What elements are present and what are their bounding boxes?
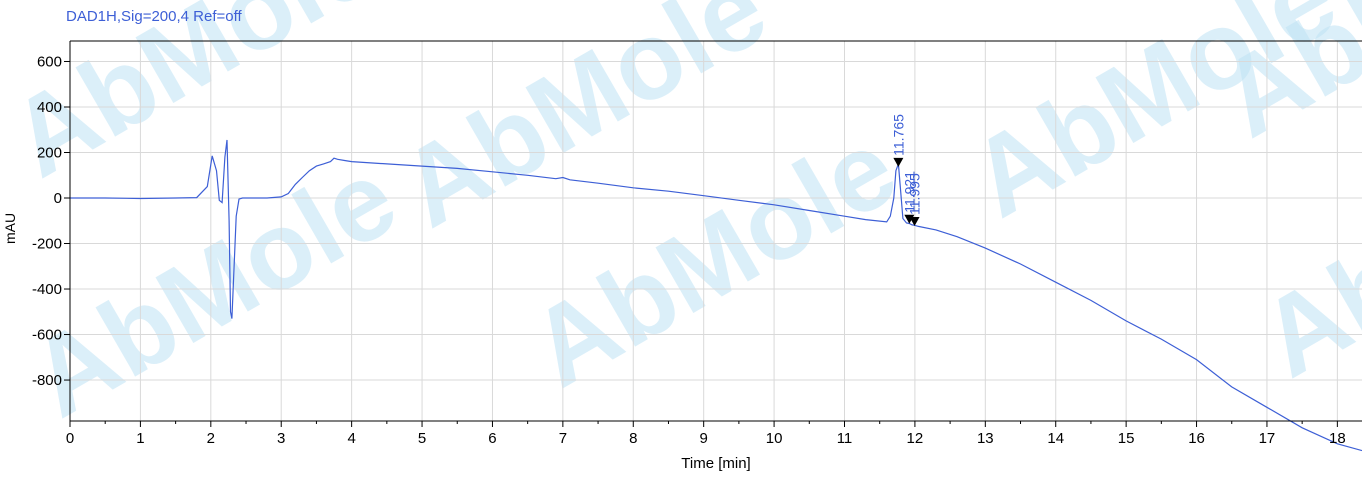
y-tick-label: -400 <box>32 281 62 298</box>
x-tick-label: 16 <box>1188 430 1205 447</box>
x-tick-label: 0 <box>66 430 74 447</box>
x-tick-label: 13 <box>977 430 994 447</box>
signal-title: DAD1H,Sig=200,4 Ref=off <box>66 8 242 25</box>
x-tick-label: 7 <box>559 430 567 447</box>
x-tick-label: 2 <box>207 430 215 447</box>
x-tick-label: 10 <box>766 430 783 447</box>
y-tick-label: 600 <box>37 53 62 70</box>
x-tick-label: 12 <box>907 430 924 447</box>
y-tick-label: 400 <box>37 99 62 116</box>
x-tick-label: 17 <box>1259 430 1276 447</box>
y-tick-label: -600 <box>32 327 62 344</box>
y-axis-label: mAU <box>2 213 18 244</box>
x-tick-label: 18 <box>1329 430 1346 447</box>
y-tick-label: 200 <box>37 144 62 161</box>
x-tick-label: 4 <box>347 430 355 447</box>
y-tick-label: -800 <box>32 372 62 389</box>
peak-label: 11.995 <box>907 173 923 215</box>
y-tick-label: 0 <box>54 190 62 207</box>
y-tick-label: -200 <box>32 236 62 253</box>
x-tick-label: 9 <box>700 430 708 447</box>
x-tick-label: 8 <box>629 430 637 447</box>
x-tick-label: 1 <box>136 430 144 447</box>
peak-label: 11.765 <box>890 114 906 156</box>
x-tick-label: 5 <box>418 430 426 447</box>
x-tick-label: 3 <box>277 430 285 447</box>
x-tick-label: 15 <box>1118 430 1135 447</box>
x-tick-label: 14 <box>1047 430 1064 447</box>
x-axis-label: Time [min] <box>681 455 750 472</box>
x-tick-label: 11 <box>837 430 853 447</box>
peak-marker <box>893 158 903 167</box>
x-tick-label: 6 <box>488 430 496 447</box>
